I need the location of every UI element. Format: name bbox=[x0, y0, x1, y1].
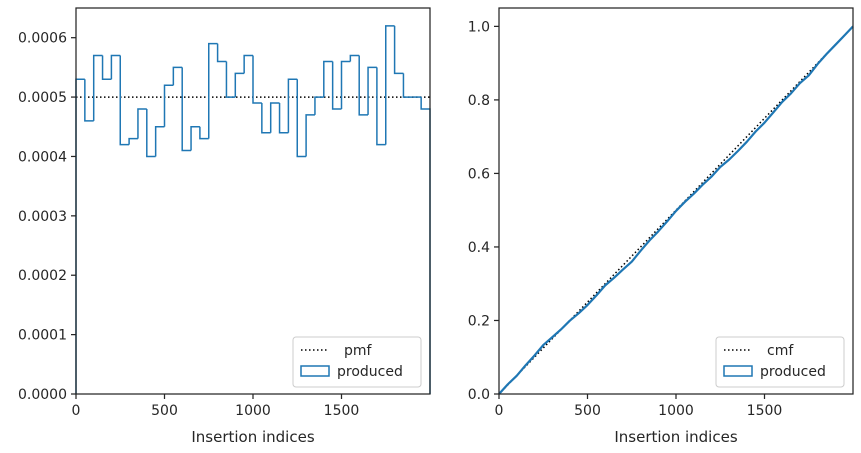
legend-produced-swatch bbox=[300, 365, 330, 377]
histogram-bin bbox=[208, 42, 218, 139]
histogram-bin bbox=[252, 55, 262, 104]
histogram-x-tick-label: 0 bbox=[72, 403, 81, 419]
cdf-legend: cmf produced bbox=[715, 336, 845, 388]
histogram-y-tick-label: 0.0001 bbox=[18, 328, 67, 344]
histogram-panel: 0 500 1000 1500 0.0000 0.0001 0.0002 0.0003 0.00… bbox=[18, 7, 431, 446]
legend-produced-label: produced bbox=[337, 364, 403, 380]
histogram-bin bbox=[331, 61, 342, 110]
cdf-x-tick-label: 1000 bbox=[658, 403, 694, 419]
histogram-bin bbox=[278, 103, 289, 134]
histogram-bin bbox=[172, 66, 183, 86]
legend-produced-label: produced bbox=[760, 364, 826, 380]
cdf-y-tick-label: 0.4 bbox=[468, 240, 490, 256]
histogram-y-tick-label: 0.0006 bbox=[18, 31, 67, 47]
histogram-bin bbox=[225, 61, 236, 98]
histogram-bin bbox=[199, 126, 209, 140]
histogram-bin bbox=[119, 55, 130, 146]
histogram-bin bbox=[314, 96, 324, 115]
histogram-y-tick-label: 0.0002 bbox=[18, 268, 67, 284]
histogram-legend: pmf produced bbox=[292, 336, 422, 388]
histogram-bin bbox=[84, 79, 94, 122]
histogram-bin bbox=[92, 54, 103, 121]
histogram-bin bbox=[349, 54, 360, 62]
histogram-bin bbox=[305, 114, 315, 157]
histogram-bin bbox=[340, 60, 351, 109]
histogram-x-axis-label: Insertion indices bbox=[191, 428, 314, 446]
cdf-x-axis-label: Insertion indices bbox=[614, 428, 737, 446]
histogram-bin bbox=[393, 25, 404, 75]
histogram-y-tick-label: 0.0004 bbox=[18, 149, 67, 165]
histogram-bin bbox=[323, 60, 333, 98]
cdf-y-tick-label: 0.8 bbox=[468, 93, 490, 109]
legend-cmf-label: cmf bbox=[767, 343, 794, 359]
cdf-y-tick-label: 1.0 bbox=[468, 19, 490, 35]
histogram-x-tick-label: 1500 bbox=[324, 403, 360, 419]
histogram-bin bbox=[296, 79, 307, 158]
histogram-y-tick-label: 0.0000 bbox=[18, 387, 67, 403]
histogram-bin bbox=[385, 25, 395, 145]
histogram-bin bbox=[261, 103, 271, 134]
histogram-bin bbox=[243, 54, 253, 74]
histogram-bin bbox=[137, 108, 147, 139]
histogram-x-tick-label: 1000 bbox=[235, 403, 271, 419]
histogram-bin bbox=[163, 84, 174, 127]
histogram-bin bbox=[358, 55, 369, 116]
histogram-y-tick-label: 0.0005 bbox=[18, 90, 67, 106]
cdf-y-tick-label: 0.2 bbox=[468, 313, 490, 329]
cdf-y-tick-label: 0.6 bbox=[468, 166, 490, 182]
histogram-x-tick-label: 500 bbox=[151, 403, 178, 419]
legend-produced-swatch bbox=[723, 365, 753, 377]
cdf-y-tick-label: 0.0 bbox=[468, 387, 490, 403]
cdf-x-tick-label: 0 bbox=[495, 403, 504, 419]
legend-pmf-label: pmf bbox=[344, 343, 373, 359]
histogram-y-tick-label: 0.0003 bbox=[18, 209, 67, 225]
histogram-bin bbox=[146, 108, 156, 158]
histogram-bin bbox=[287, 78, 298, 133]
cdf-x-tick-label: 500 bbox=[574, 403, 601, 419]
cdf-panel: 0 500 1000 1500 0.0 0.2 0.4 0.6 0.8 1.0 Insertion… bbox=[468, 7, 854, 446]
cdf-x-tick-label: 1500 bbox=[747, 403, 783, 419]
histogram-bin bbox=[376, 67, 386, 146]
histogram-bin bbox=[234, 72, 245, 98]
histogram-bin bbox=[367, 66, 377, 115]
histogram-bin bbox=[128, 137, 138, 145]
histogram-bin bbox=[216, 43, 227, 63]
histogram-bin bbox=[181, 67, 192, 152]
histogram-bin bbox=[402, 73, 413, 98]
histogram-bin bbox=[269, 102, 280, 133]
histogram-bin bbox=[154, 126, 165, 157]
histogram-bin bbox=[190, 126, 200, 151]
histogram-bin bbox=[101, 55, 112, 81]
histogram-bin bbox=[110, 54, 121, 80]
